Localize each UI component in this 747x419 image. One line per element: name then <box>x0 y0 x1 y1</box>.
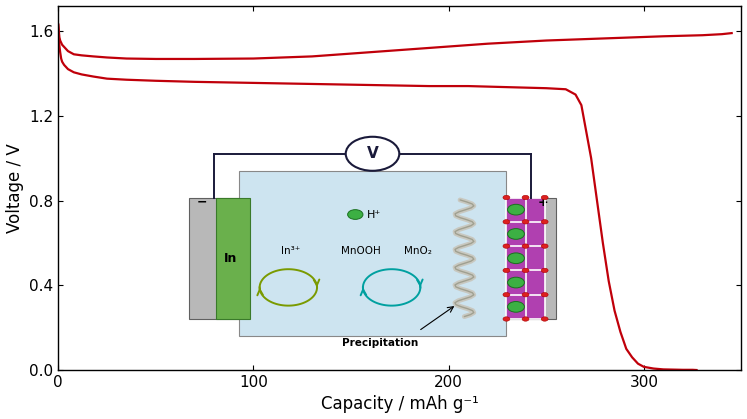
Y-axis label: Voltage / V: Voltage / V <box>5 143 24 233</box>
X-axis label: Capacity / mAh g⁻¹: Capacity / mAh g⁻¹ <box>321 396 479 414</box>
